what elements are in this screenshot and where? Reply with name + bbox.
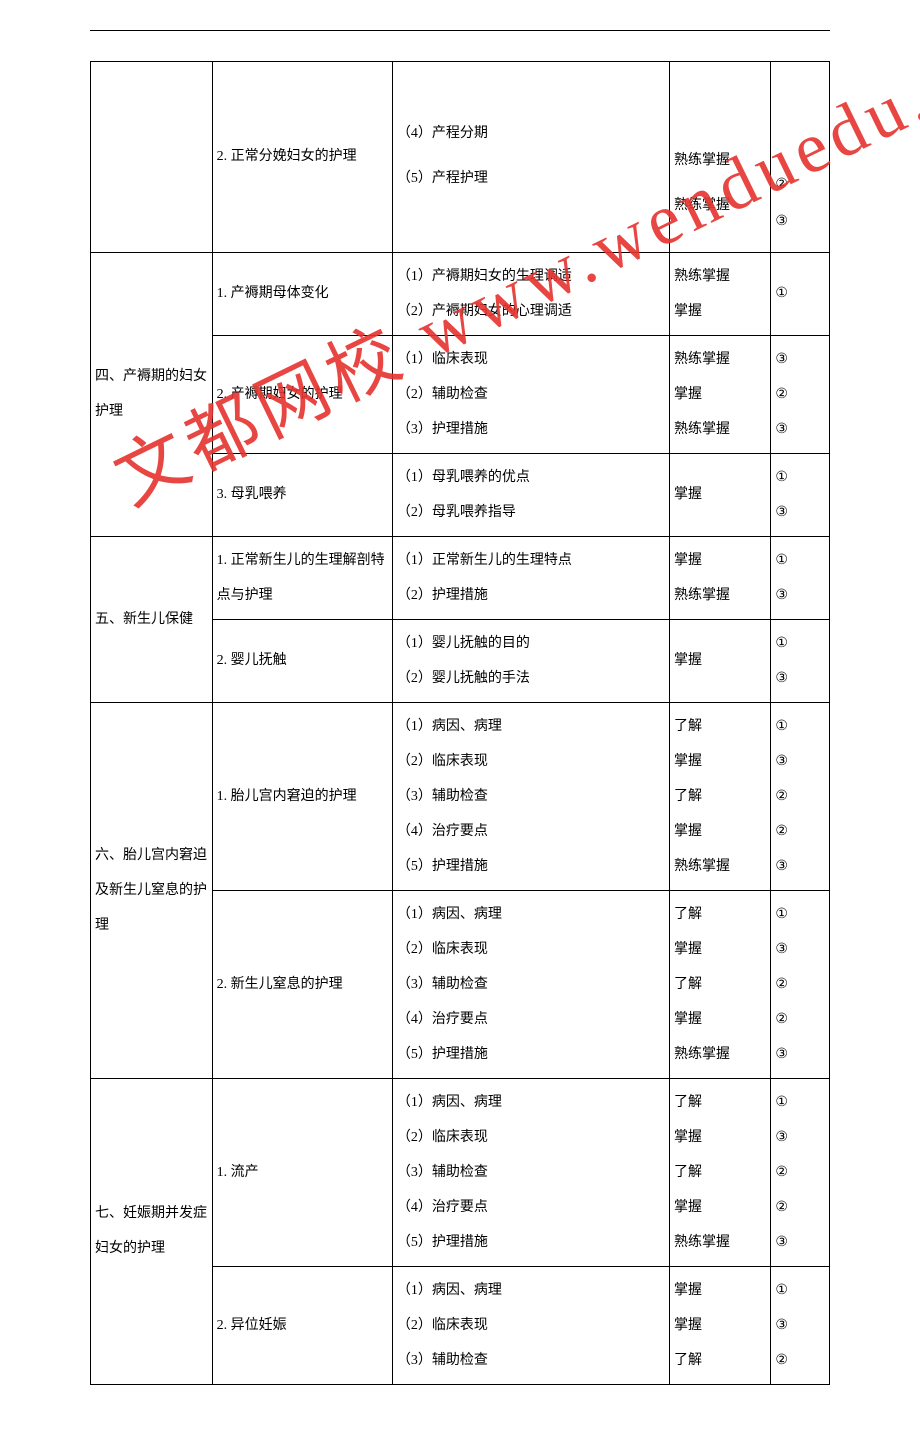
- table-cell: 1. 产褥期母体变化: [212, 252, 392, 335]
- table-cell: （1）病因、病理（2）临床表现（3）辅助检查（4）治疗要点（5）护理措施: [392, 1078, 669, 1266]
- table-cell: [91, 62, 213, 253]
- table-cell: ①③: [771, 619, 830, 702]
- table-cell: 2. 异位妊娠: [212, 1266, 392, 1384]
- table-cell: （1）病因、病理（2）临床表现（3）辅助检查: [392, 1266, 669, 1384]
- table-row: 五、新生儿保健1. 正常新生儿的生理解剖特点与护理（1）正常新生儿的生理特点（2…: [91, 536, 830, 619]
- table-cell: 了解掌握了解掌握熟练掌握: [670, 702, 771, 890]
- table-cell: 了解掌握了解掌握熟练掌握: [670, 1078, 771, 1266]
- cell-text: （1）产褥期妇女的生理调适（2）产褥期妇女的心理调适: [393, 253, 669, 335]
- cell-text: ①③: [771, 454, 829, 536]
- cell-text: 掌握熟练掌握: [670, 537, 770, 619]
- table-cell: （1）病因、病理（2）临床表现（3）辅助检查（4）治疗要点（5）护理措施: [392, 890, 669, 1078]
- cell-text: （1）病因、病理（2）临床表现（3）辅助检查（4）治疗要点（5）护理措施: [393, 703, 669, 890]
- table-cell: 掌握: [670, 453, 771, 536]
- table-cell: 掌握: [670, 619, 771, 702]
- cell-text: 掌握掌握了解: [670, 1267, 770, 1384]
- table-cell: （1）产褥期妇女的生理调适（2）产褥期妇女的心理调适: [392, 252, 669, 335]
- cell-text: 2. 新生儿窒息的护理: [213, 963, 392, 1006]
- table-cell: ①③: [771, 453, 830, 536]
- cell-text: 3. 母乳喂养: [213, 473, 392, 516]
- table-cell: 熟练掌握掌握熟练掌握: [670, 335, 771, 453]
- cell-text: （1）正常新生儿的生理特点（2）护理措施: [393, 537, 669, 619]
- table-cell: 1. 正常新生儿的生理解剖特点与护理: [212, 536, 392, 619]
- cell-text: 熟练掌握掌握熟练掌握: [670, 336, 770, 453]
- cell-text: （4）产程分期（5）产程护理: [393, 62, 669, 252]
- table-cell: （1）婴儿抚触的目的（2）婴儿抚触的手法: [392, 619, 669, 702]
- table-cell: （1）临床表现（2）辅助检查（3）护理措施: [392, 335, 669, 453]
- cell-text: 1. 产褥期母体变化: [213, 272, 392, 315]
- cell-text: 熟练掌握掌握: [670, 253, 770, 335]
- table-cell: 四、产褥期的妇女护理: [91, 252, 213, 536]
- cell-text: （1）临床表现（2）辅助检查（3）护理措施: [393, 336, 669, 453]
- table-cell: 2. 正常分娩妇女的护理: [212, 62, 392, 253]
- cell-text: 2. 产褥期妇女的护理: [213, 373, 392, 416]
- table-cell: 掌握掌握了解: [670, 1266, 771, 1384]
- cell-text: ②③: [771, 67, 829, 246]
- cell-text: 1. 流产: [213, 1151, 392, 1194]
- cell-text: ①③: [771, 537, 829, 619]
- cell-text: 四、产褥期的妇女护理: [91, 355, 212, 433]
- table-cell: ①③②: [771, 1266, 830, 1384]
- document-page: 文都网校 www.wenduedu.com 2. 正常分娩妇女的护理（4）产程分…: [0, 0, 920, 1445]
- cell-text: [91, 153, 212, 161]
- table-cell: 五、新生儿保健: [91, 536, 213, 702]
- cell-text: （1）婴儿抚触的目的（2）婴儿抚触的手法: [393, 620, 669, 702]
- cell-text: 了解掌握了解掌握熟练掌握: [670, 891, 770, 1078]
- syllabus-table: 2. 正常分娩妇女的护理（4）产程分期（5）产程护理熟练掌握熟练掌握②③四、产褥…: [90, 61, 830, 1385]
- table-cell: （1）病因、病理（2）临床表现（3）辅助检查（4）治疗要点（5）护理措施: [392, 702, 669, 890]
- cell-text: 熟练掌握熟练掌握: [670, 79, 770, 235]
- table-cell: （4）产程分期（5）产程护理: [392, 62, 669, 253]
- cell-text: ①: [771, 272, 829, 315]
- table-cell: （1）母乳喂养的优点（2）母乳喂养指导: [392, 453, 669, 536]
- table-cell: （1）正常新生儿的生理特点（2）护理措施: [392, 536, 669, 619]
- cell-text: （1）母乳喂养的优点（2）母乳喂养指导: [393, 454, 669, 536]
- table-cell: ①③②②③: [771, 890, 830, 1078]
- cell-text: ①③②②③: [771, 891, 829, 1078]
- cell-text: 1. 正常新生儿的生理解剖特点与护理: [213, 539, 392, 617]
- table-cell: 1. 流产: [212, 1078, 392, 1266]
- cell-text: ①③②②③: [771, 703, 829, 890]
- cell-text: ①③②②③: [771, 1079, 829, 1266]
- table-cell: ②③: [771, 62, 830, 253]
- table-cell: 1. 胎儿宫内窘迫的护理: [212, 702, 392, 890]
- cell-text: ①③②: [771, 1267, 829, 1384]
- header-rule: [90, 30, 830, 31]
- cell-text: ③②③: [771, 336, 829, 453]
- cell-text: 七、妊娠期并发症妇女的护理: [91, 1192, 212, 1270]
- cell-text: 1. 胎儿宫内窘迫的护理: [213, 775, 392, 818]
- cell-text: 五、新生儿保健: [91, 598, 212, 641]
- table-cell: ①③: [771, 536, 830, 619]
- cell-text: 掌握: [670, 473, 770, 516]
- table-cell: 熟练掌握掌握: [670, 252, 771, 335]
- table-cell: 六、胎儿宫内窘迫及新生儿窒息的护理: [91, 702, 213, 1078]
- table-cell: 2. 婴儿抚触: [212, 619, 392, 702]
- cell-text: 掌握: [670, 639, 770, 682]
- cell-text: （1）病因、病理（2）临床表现（3）辅助检查: [393, 1267, 669, 1384]
- table-cell: 2. 新生儿窒息的护理: [212, 890, 392, 1078]
- cell-text: 了解掌握了解掌握熟练掌握: [670, 703, 770, 890]
- cell-text: 2. 婴儿抚触: [213, 639, 392, 682]
- table-row: 七、妊娠期并发症妇女的护理1. 流产（1）病因、病理（2）临床表现（3）辅助检查…: [91, 1078, 830, 1266]
- cell-text: 了解掌握了解掌握熟练掌握: [670, 1079, 770, 1266]
- table-cell: 了解掌握了解掌握熟练掌握: [670, 890, 771, 1078]
- table-row: 2. 正常分娩妇女的护理（4）产程分期（5）产程护理熟练掌握熟练掌握②③: [91, 62, 830, 253]
- cell-text: （1）病因、病理（2）临床表现（3）辅助检查（4）治疗要点（5）护理措施: [393, 1079, 669, 1266]
- table-cell: 七、妊娠期并发症妇女的护理: [91, 1078, 213, 1384]
- cell-text: （1）病因、病理（2）临床表现（3）辅助检查（4）治疗要点（5）护理措施: [393, 891, 669, 1078]
- table-cell: 3. 母乳喂养: [212, 453, 392, 536]
- cell-text: 2. 正常分娩妇女的护理: [213, 135, 392, 178]
- table-cell: ①③②②③: [771, 702, 830, 890]
- table-cell: ①: [771, 252, 830, 335]
- table-row: 四、产褥期的妇女护理1. 产褥期母体变化（1）产褥期妇女的生理调适（2）产褥期妇…: [91, 252, 830, 335]
- cell-text: 六、胎儿宫内窘迫及新生儿窒息的护理: [91, 834, 212, 947]
- table-cell: 掌握熟练掌握: [670, 536, 771, 619]
- cell-text: ①③: [771, 620, 829, 702]
- cell-text: 2. 异位妊娠: [213, 1304, 392, 1347]
- table-cell: 熟练掌握熟练掌握: [670, 62, 771, 253]
- table-row: 六、胎儿宫内窘迫及新生儿窒息的护理1. 胎儿宫内窘迫的护理（1）病因、病理（2）…: [91, 702, 830, 890]
- table-cell: ①③②②③: [771, 1078, 830, 1266]
- table-cell: ③②③: [771, 335, 830, 453]
- table-cell: 2. 产褥期妇女的护理: [212, 335, 392, 453]
